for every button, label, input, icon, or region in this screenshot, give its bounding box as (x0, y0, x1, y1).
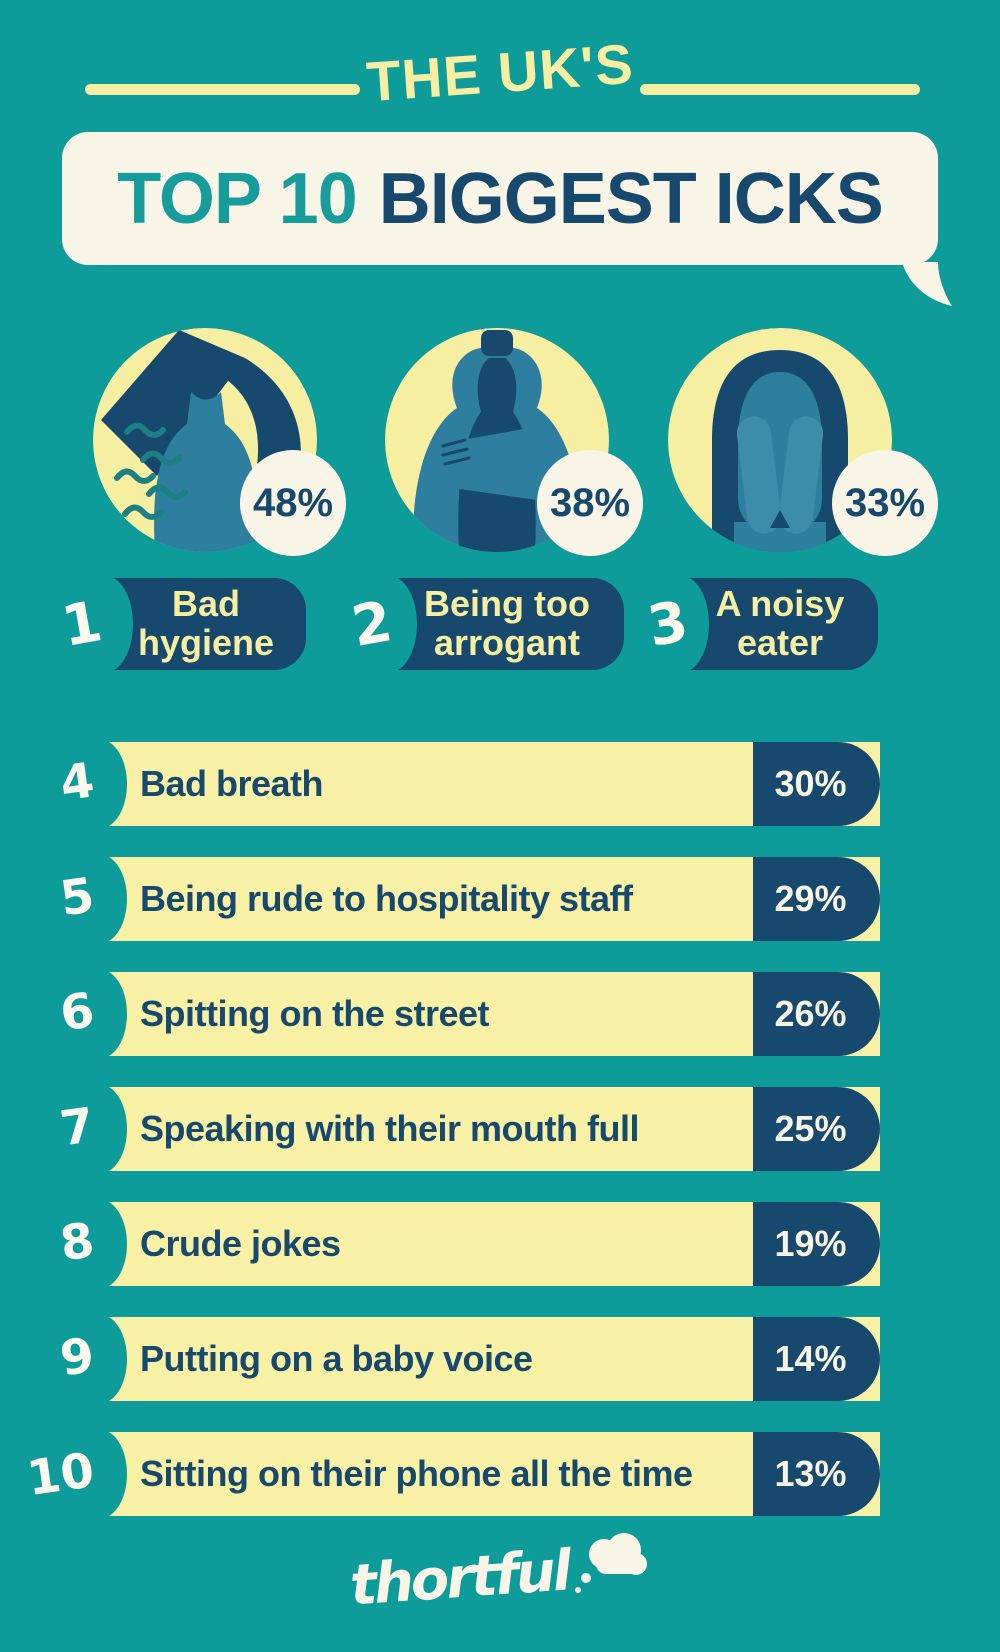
pct-value: 38% (549, 480, 631, 525)
ick-label: Bad hygiene (137, 583, 275, 663)
pct-value: 48% (252, 480, 334, 525)
bar-notch (73, 1314, 127, 1404)
pct-badge-3: 33% (832, 450, 938, 556)
rank-bar-7: 7 Speaking with their mouth full 25% (57, 1084, 880, 1174)
pill-notch (79, 576, 133, 672)
pill-notch (655, 576, 709, 672)
pct-segment: 19% (753, 1202, 880, 1286)
decorative-line-left (85, 84, 360, 95)
decorative-line-right (640, 84, 920, 95)
label-pill-2: Being too arrogant (363, 576, 624, 672)
bar-notch (73, 854, 127, 944)
ick-label: A noisy eater (715, 583, 845, 663)
ick-label: Sitting on their phone all the time (140, 1453, 693, 1494)
ick-label: Crude jokes (140, 1223, 341, 1264)
kicker-text: THE UK'S (364, 31, 636, 114)
ick-label: Being too arrogant (424, 583, 590, 663)
rank-number: 10 (23, 1442, 98, 1507)
brand-wordmark: thortful (347, 1538, 571, 1619)
pct-badge-2: 38% (537, 450, 643, 556)
bar-notch (73, 1429, 127, 1519)
rank-number: 8 (56, 1212, 98, 1273)
brand-lockup: thortful (0, 1528, 1000, 1619)
bar-notch (73, 739, 127, 829)
pct-segment: 26% (753, 972, 880, 1056)
speech-bubble-tail (902, 262, 952, 306)
bar-notch (73, 1199, 127, 1289)
page-title: BIGGEST ICKS (378, 158, 884, 239)
pct-segment: 14% (753, 1317, 880, 1401)
rank-bar-6: 6 Spitting on the street 26% (57, 969, 880, 1059)
rank-number: 5 (56, 867, 98, 928)
bar-notch (73, 1084, 127, 1174)
pct-segment: 30% (753, 742, 880, 826)
ick-label: Spitting on the street (140, 993, 490, 1034)
rank-number: 7 (56, 1097, 98, 1158)
pct-segment: 13% (753, 1432, 880, 1516)
ick-label: Speaking with their mouth full (140, 1108, 640, 1149)
pill-notch (363, 576, 417, 672)
rank-bar-8: 8 Crude jokes 19% (57, 1199, 880, 1289)
rank-bar-4: 4 Bad breath 30% (57, 739, 880, 829)
ick-label: Being rude to hospitality staff (140, 878, 633, 919)
rank-number: 6 (56, 982, 98, 1043)
pct-segment: 25% (753, 1087, 880, 1171)
pct-badge-1: 48% (240, 450, 346, 556)
label-pill-1: Bad hygiene (79, 576, 306, 672)
title-speech-bubble: TOP 10 BIGGEST ICKS (62, 132, 938, 265)
title-accent: TOP 10 (117, 158, 357, 239)
pct-value: 33% (844, 480, 926, 525)
rank-bar-5: 5 Being rude to hospitality staff 29% (57, 854, 880, 944)
ick-label: Bad breath (140, 763, 324, 804)
pct-segment: 29% (753, 857, 880, 941)
ick-label: Putting on a baby voice (140, 1338, 533, 1379)
thought-bubble-icon (575, 1533, 648, 1593)
label-pill-3: A noisy eater (655, 576, 878, 672)
rank-number: 9 (56, 1327, 98, 1388)
rank-bar-10: 10 Sitting on their phone all the time 1… (24, 1429, 880, 1519)
bar-notch (73, 969, 127, 1059)
rank-number: 4 (56, 752, 98, 813)
rank-bar-9: 9 Putting on a baby voice 14% (57, 1314, 880, 1404)
